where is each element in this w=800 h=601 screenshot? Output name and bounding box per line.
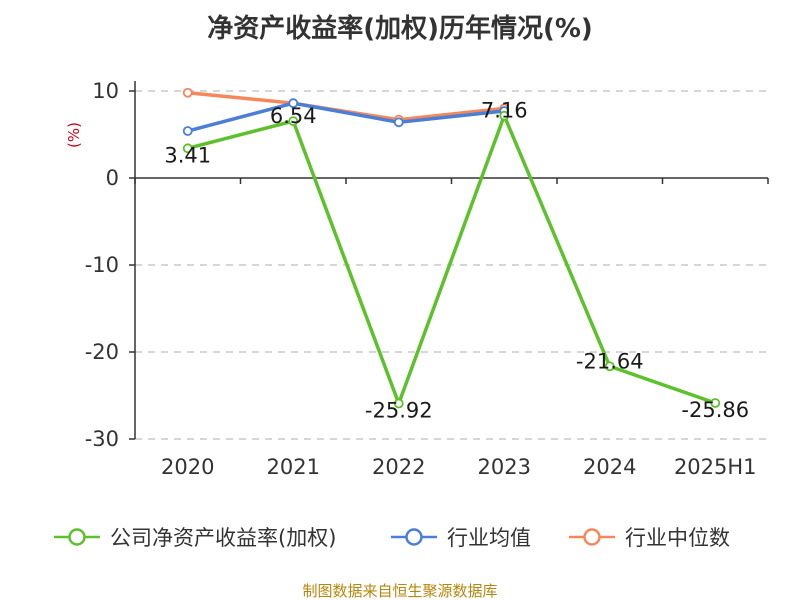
chart-title: 净资产收益率(加权)历年情况(%) [207,14,593,44]
data-label: 3.41 [164,143,211,167]
series-point-0 [288,116,299,127]
series-point-1 [182,126,193,136]
x-tick-label: 2023 [478,455,531,479]
series-point-0 [499,110,510,121]
data-label: 6.54 [270,104,317,128]
legend-marker [583,528,601,546]
data-label: -25.86 [681,398,749,422]
series-point-0 [393,398,404,409]
legend-item-industry-mean[interactable]: 行业均值 [389,521,531,553]
series-point-0 [710,398,721,408]
x-tick-label: 2022 [372,455,425,479]
series-point-1 [393,117,404,128]
legend-item-company-roe[interactable]: 公司净资产收益率(加权) [52,521,336,553]
legend-marker [68,528,86,546]
y-tick-label: -30 [85,427,119,451]
legend-symbol-industry-mean [391,528,437,546]
x-tick-label: 2025H1 [674,455,757,479]
series-line-1 [187,101,505,133]
series-point-0 [604,361,615,372]
legend-label-industry-mean: 行业均值 [447,526,531,550]
data-label: 7.16 [481,99,528,123]
x-tick-label: 2021 [267,455,320,479]
legend-label-company-roe: 公司净资产收益率(加权) [110,526,337,550]
y-tick-label: -20 [85,340,119,364]
y-tick-label: 0 [106,166,119,190]
data-source-note: 制图数据来自恒生聚源数据库 [302,582,498,600]
legend-symbol-company-roe [54,528,100,546]
y-tick-label: 10 [92,79,119,103]
legend-symbol-industry-median [569,528,615,546]
data-label: -21.64 [576,349,644,373]
x-tick-label: 2024 [583,455,636,479]
legend: 公司净资产收益率(加权) 行业均值 行业中位数 [0,521,800,553]
legend-marker [405,528,423,546]
series-point-2 [182,87,193,98]
legend-label-industry-median: 行业中位数 [625,526,730,550]
series-line-0 [187,113,716,406]
series-point-0 [182,143,193,154]
y-tick-label: -10 [85,253,119,277]
series-point-1 [288,98,299,109]
legend-item-industry-median[interactable]: 行业中位数 [567,521,730,553]
data-label: -25.92 [365,399,433,423]
x-tick-label: 2020 [161,455,214,479]
